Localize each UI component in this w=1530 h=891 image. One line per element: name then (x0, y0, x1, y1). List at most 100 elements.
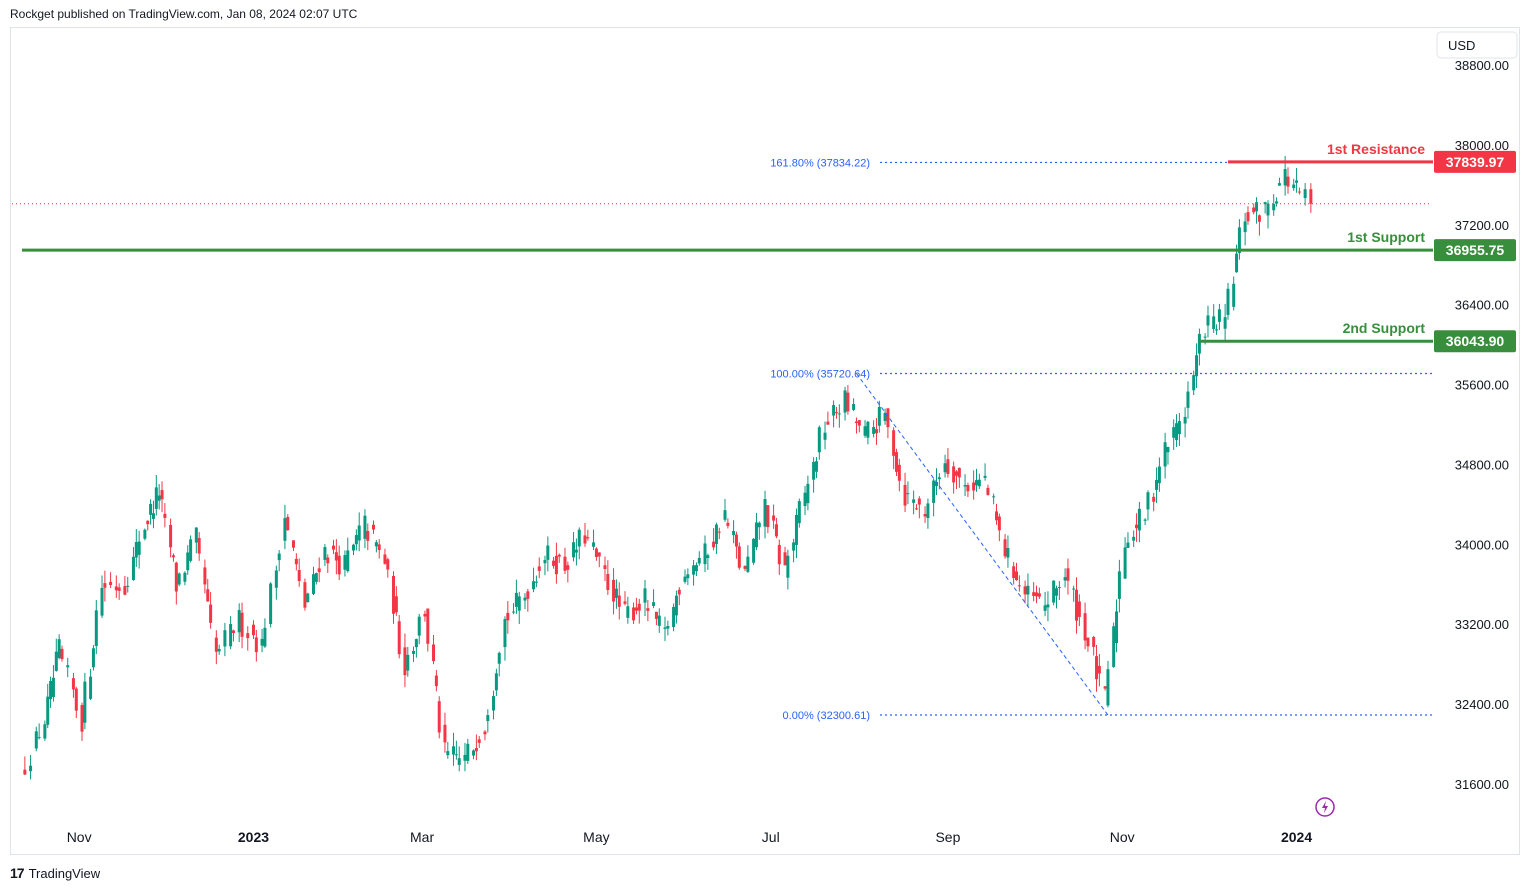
candle-body (912, 499, 916, 503)
candle-body (832, 405, 836, 416)
y-tick-label: 38000.00 (1455, 138, 1509, 153)
candle-body (1157, 466, 1161, 484)
candle-body (712, 541, 716, 548)
candle-body (1266, 203, 1270, 216)
candle-body (694, 565, 698, 572)
y-tick-label: 35600.00 (1455, 378, 1509, 393)
candle-body (746, 556, 750, 572)
candle-body (872, 427, 876, 434)
candle-body (994, 511, 998, 521)
candle-body (572, 542, 576, 558)
candle-body (1057, 586, 1061, 588)
candle-body (260, 638, 264, 646)
candle-body (957, 467, 961, 478)
candle-body (1186, 391, 1190, 408)
candle-body (926, 503, 930, 519)
candle-body (823, 432, 827, 440)
candle-body (126, 585, 130, 587)
candle-body (497, 652, 501, 664)
tradingview-footer[interactable]: 17 TradingView (10, 865, 100, 881)
candle-body (523, 597, 527, 601)
candle-body (372, 524, 376, 530)
candle-body (766, 505, 770, 528)
candle-body (914, 508, 918, 510)
candle-body (394, 596, 398, 613)
candle-body (834, 412, 838, 414)
candle-body (109, 581, 113, 585)
candle-body (263, 627, 267, 647)
candle-body (277, 553, 281, 561)
candle-body (1295, 180, 1299, 183)
candle-body (71, 678, 75, 690)
candle-body (186, 552, 190, 571)
candle-body (306, 593, 310, 603)
candle-body (1146, 492, 1150, 510)
candle-body (686, 574, 690, 579)
candle-body (46, 696, 50, 725)
candle-body (1092, 636, 1096, 647)
candle-body (1012, 566, 1016, 579)
candle-body (757, 522, 761, 528)
candle-body (229, 624, 233, 647)
candle-body (1203, 336, 1207, 338)
candle-body (563, 556, 567, 571)
candle-body (357, 525, 361, 541)
x-tick-label: Nov (67, 829, 92, 845)
y-tick-label: 34800.00 (1455, 457, 1509, 472)
candle-body (517, 596, 521, 611)
candle-body (223, 630, 227, 647)
candle-body (209, 604, 213, 623)
candle-body (1286, 176, 1290, 187)
tradingview-logo-icon: 17 (10, 865, 25, 881)
candle-body (586, 537, 590, 539)
candle-body (1292, 184, 1296, 189)
candle-body (923, 514, 927, 517)
y-tick-label: 37200.00 (1455, 218, 1509, 233)
candle-body (937, 477, 941, 480)
candle-body (169, 524, 173, 548)
candle-body (137, 541, 141, 555)
currency-box (1436, 31, 1518, 59)
candle-body (417, 616, 421, 636)
candle-body (997, 516, 1001, 531)
candle-body (160, 490, 164, 500)
candle-body (1046, 604, 1050, 608)
candle-body (174, 562, 178, 592)
candle-body (434, 675, 438, 687)
candle-body (397, 621, 401, 655)
candle-body (1132, 536, 1136, 541)
x-tick-label: Jul (762, 829, 780, 845)
candle-body (992, 496, 996, 498)
candle-body (917, 498, 921, 505)
candle-body (246, 633, 250, 639)
candle-body (117, 587, 121, 591)
y-tick-label: 31600.00 (1455, 777, 1509, 792)
candle-body (597, 552, 601, 557)
candle-body (652, 602, 656, 606)
candle-body (837, 413, 841, 415)
fib-level-label: 161.80% (37834.22) (770, 157, 870, 169)
candle-body (1237, 227, 1241, 254)
candle-body (514, 592, 518, 607)
candle-body (863, 426, 867, 436)
candle-body (1215, 329, 1219, 331)
candle-body (183, 572, 187, 582)
currency-label[interactable]: USD (1448, 38, 1475, 53)
candle-body (291, 540, 295, 548)
candle-body (100, 587, 104, 616)
candle-body (114, 586, 118, 591)
candle-body (763, 499, 767, 527)
candle-body (146, 520, 150, 525)
candle-body (983, 475, 987, 478)
candle-body (317, 568, 321, 573)
candle-body (854, 421, 858, 424)
candle-body (754, 522, 758, 548)
candle-body (794, 514, 798, 545)
candle-body (626, 606, 630, 618)
candle-body (952, 466, 956, 483)
candle-body (1152, 496, 1156, 502)
candle-body (483, 731, 487, 735)
candle-body (826, 421, 830, 425)
price-tag (1434, 239, 1516, 262)
